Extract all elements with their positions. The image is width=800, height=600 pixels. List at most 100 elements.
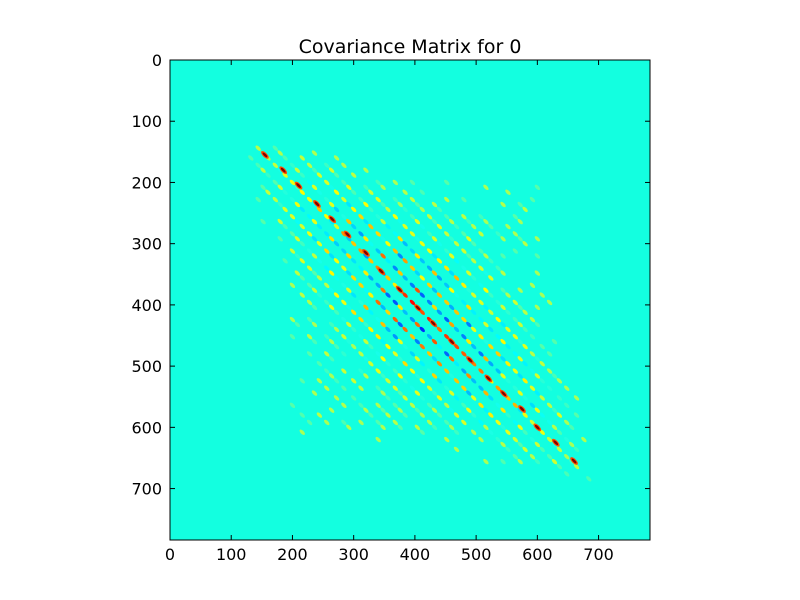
heatmap-cell-30: [272, 179, 278, 186]
heatmap-cell-288: [488, 292, 494, 298]
heatmap-cell-573: [529, 402, 536, 408]
heatmap-cell-346: [375, 316, 381, 323]
heatmap-cell-300: [346, 304, 352, 311]
heatmap-cell-604: [500, 424, 506, 431]
heatmap-cell-317: [444, 299, 450, 306]
heatmap-cell-510: [409, 385, 416, 391]
heatmap-cell-643: [546, 454, 553, 460]
heatmap-cell-579: [564, 402, 570, 408]
heatmap-cell-248: [478, 265, 484, 271]
heatmap-cell-617: [375, 436, 381, 443]
heatmap-cell-447: [500, 356, 506, 362]
heatmap-cell-149: [363, 236, 369, 242]
heatmap-cell-25: [341, 162, 347, 168]
heatmap-cell-294: [306, 299, 313, 306]
heatmap-cell-492: [529, 368, 536, 374]
heatmap-cell-19: [306, 162, 313, 168]
heatmap-cell-124: [448, 218, 455, 225]
x-tick-label-2: 200: [277, 545, 308, 564]
heatmap-cell-570: [512, 402, 518, 408]
heatmap-cell-646: [564, 454, 570, 460]
heatmap-cell-373: [529, 316, 536, 323]
heatmap-cell-443: [478, 351, 484, 357]
heatmap-cell-140: [311, 236, 318, 242]
heatmap-cell-546: [375, 402, 381, 408]
heatmap-cell-85: [431, 201, 438, 208]
heatmap-cell-137: [294, 236, 301, 242]
y-tick-label-3: 300: [131, 235, 162, 254]
heatmap-cell-141: [316, 240, 323, 247]
heatmap-cell-109: [363, 218, 369, 225]
heatmap-cell-486: [495, 368, 501, 374]
heatmap-cell-556: [431, 407, 438, 413]
heatmap-cell-351: [402, 326, 408, 333]
heatmap-cell-27: [363, 167, 369, 173]
heatmap-cell-325: [488, 309, 494, 315]
heatmap-cell-237: [414, 270, 421, 276]
diagonal-block-5: [343, 230, 352, 239]
heatmap-cell-408: [495, 334, 501, 340]
diagonal-block-6: [362, 248, 370, 257]
diagonal-block-0: [261, 151, 269, 159]
y-tick-label-5: 500: [131, 357, 162, 376]
heatmap-cell-560: [453, 412, 460, 418]
diagonal-block-core: [501, 391, 507, 397]
y-tick-label-2: 200: [131, 173, 162, 192]
heatmap-cell-156: [402, 240, 408, 247]
heatmap-cell-374: [534, 321, 541, 328]
heatmap-cell-581: [299, 429, 305, 435]
heatmap-cell-319: [453, 309, 460, 315]
diagonal-block-9: [414, 304, 422, 312]
heatmap-cell-382: [346, 338, 352, 345]
heatmap-cell-110: [368, 223, 374, 230]
heatmap-cell-254: [289, 282, 296, 288]
heatmap-cell-534: [546, 385, 553, 391]
heatmap-cell-349: [392, 316, 398, 323]
heatmap-cell-131: [488, 223, 494, 230]
heatmap-cell-523: [483, 390, 489, 396]
heatmap-cell-186: [341, 248, 347, 254]
heatmap-cell-55: [505, 189, 511, 195]
heatmap-cell-358: [444, 316, 450, 323]
heatmap-cell-559: [448, 407, 455, 413]
y-tick-label-0: 0: [152, 51, 162, 70]
heatmap-cell-580: [573, 412, 580, 418]
heatmap-cell-291: [517, 287, 523, 293]
heatmap-cell-89: [500, 201, 506, 208]
heatmap-cell-177: [289, 248, 296, 254]
heatmap-cell-138: [299, 240, 305, 247]
heatmap-cell-452: [529, 351, 536, 357]
heatmap-cell-32: [282, 189, 288, 195]
heatmap-cell-584: [341, 419, 347, 426]
heatmap-cell-397: [431, 338, 438, 345]
heatmap-cell-285: [470, 292, 477, 298]
heatmap-cell-468: [392, 368, 398, 374]
heatmap-cell-439: [453, 360, 460, 367]
heatmap-cell-561: [461, 402, 467, 408]
heatmap-cell-184: [328, 253, 335, 259]
heatmap-cell-379: [328, 338, 335, 345]
heatmap-cell-64: [306, 196, 313, 203]
heatmap-cell-633: [564, 436, 570, 443]
y-tick-label-7: 700: [131, 480, 162, 499]
heatmap-cell-267: [368, 292, 374, 298]
heatmap-cell-170: [495, 231, 501, 237]
heatmap-cell-265: [358, 282, 364, 288]
heatmap-cell-26: [350, 172, 357, 178]
heatmap-cell-202: [431, 253, 438, 259]
heatmap-cell-73: [358, 196, 364, 203]
heatmap-cell-160: [426, 231, 433, 237]
heatmap-cell-142: [324, 231, 330, 237]
heatmap-cell-245: [461, 265, 467, 271]
heatmap-cell-330: [517, 304, 523, 311]
heatmap-cell-603: [495, 419, 501, 426]
heatmap-cell-311: [409, 299, 416, 306]
heatmap-cell-440: [461, 351, 467, 357]
x-tick-label-7: 700: [583, 545, 614, 564]
heatmap-cell-87: [444, 196, 450, 203]
heatmap-cell-121: [431, 218, 438, 225]
heatmap-cell-36: [306, 179, 313, 186]
heatmap-cell-427: [385, 360, 391, 367]
heatmap-cell-598: [461, 419, 467, 426]
heatmap-cell-554: [419, 412, 425, 418]
